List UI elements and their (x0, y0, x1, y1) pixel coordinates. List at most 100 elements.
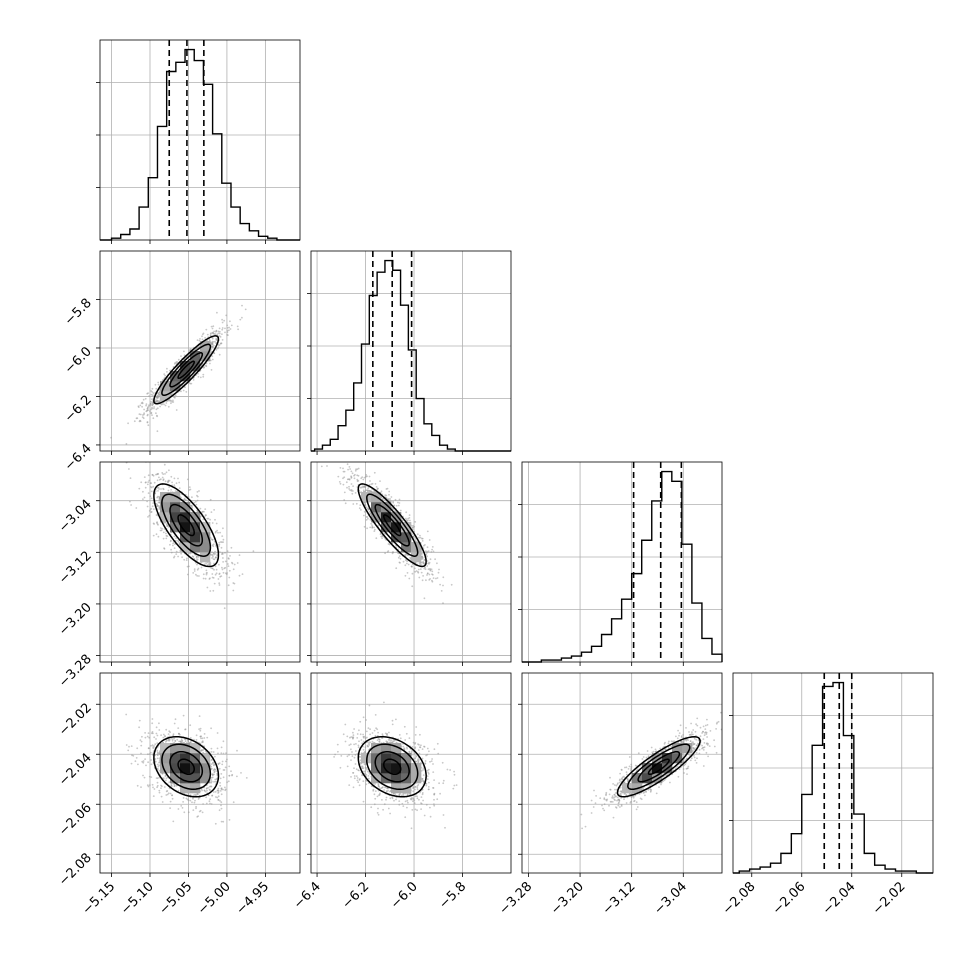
sample-point (147, 761, 150, 764)
sample-point (142, 417, 145, 420)
sample-point (147, 753, 149, 756)
sample-point (221, 339, 224, 341)
sample-point (433, 748, 436, 751)
sample-point (228, 329, 230, 332)
sample-point (180, 805, 183, 807)
contour-line (647, 758, 670, 775)
sample-point (625, 766, 628, 769)
sample-point (615, 807, 618, 809)
sample-point (190, 504, 193, 507)
panel-content (100, 673, 300, 873)
sample-point (155, 533, 158, 536)
sample-point (620, 797, 622, 799)
sample-point (350, 776, 352, 778)
sample-point (630, 795, 633, 798)
sample-point (377, 783, 380, 786)
y-tick-label: −2.08 (56, 850, 95, 889)
sample-point (709, 730, 712, 732)
sample-point (418, 752, 421, 755)
sample-point (352, 737, 354, 739)
sample-point (222, 788, 224, 791)
sample-point (152, 795, 155, 797)
sample-point (208, 564, 211, 566)
sample-point (156, 753, 159, 756)
sample-point (167, 481, 169, 484)
sample-point (155, 397, 158, 399)
density-cell (160, 763, 171, 774)
sample-point (138, 487, 141, 490)
sample-point (170, 475, 173, 478)
sample-point (236, 775, 238, 778)
sample-point (353, 767, 355, 770)
sample-point (407, 519, 409, 522)
sample-point (605, 793, 607, 795)
sample-point (151, 407, 154, 410)
sample-point (432, 550, 435, 553)
sample-point (349, 489, 352, 492)
sample-point (429, 760, 431, 763)
sample-point (645, 790, 647, 793)
sample-point (202, 373, 205, 376)
sample-point (410, 750, 413, 753)
sample-point (408, 514, 411, 516)
sample-point (352, 731, 354, 734)
sample-point (338, 458, 340, 460)
sample-point (222, 571, 225, 574)
sample-point (154, 383, 157, 386)
sample-point (150, 776, 153, 778)
sample-point (420, 571, 423, 574)
sample-point (453, 773, 456, 776)
sample-point (611, 801, 614, 803)
sample-point (628, 756, 631, 758)
sample-point (228, 774, 231, 777)
sample-point (381, 786, 384, 789)
sample-point (232, 568, 235, 571)
sample-point (179, 740, 182, 743)
sample-point (156, 407, 159, 410)
density-cell (190, 773, 201, 784)
sample-point (351, 492, 354, 495)
sample-point (163, 777, 165, 780)
sample-point (218, 563, 220, 566)
sample-point (725, 727, 727, 729)
sample-point (424, 544, 426, 546)
sample-point (166, 790, 169, 792)
sample-point (213, 330, 216, 333)
sample-point (366, 527, 368, 530)
sample-point (221, 328, 224, 331)
sample-point (216, 333, 219, 336)
sample-point (162, 473, 165, 475)
sample-point (366, 736, 368, 739)
sample-point (226, 781, 229, 784)
sample-point (398, 555, 401, 557)
sample-point (706, 724, 709, 726)
sample-point (214, 556, 217, 559)
sample-point (236, 325, 239, 328)
sample-point (153, 406, 156, 408)
sample-point (155, 400, 157, 403)
sample-point (320, 465, 323, 468)
sample-point (433, 793, 436, 796)
sample-point (399, 509, 402, 512)
sample-point (407, 801, 409, 804)
sample-point (623, 775, 625, 778)
sample-point (411, 585, 414, 588)
density-cell (391, 773, 402, 784)
sample-point (416, 786, 419, 789)
sample-point (206, 736, 209, 739)
sample-point (355, 775, 358, 777)
sample-point (140, 481, 143, 484)
sample-point (227, 563, 229, 565)
sample-point (393, 799, 395, 802)
sample-point (196, 575, 199, 577)
sample-point (376, 812, 379, 814)
sample-point (205, 796, 208, 799)
panel-content (311, 458, 511, 662)
sample-point (166, 371, 168, 373)
sample-point (180, 552, 183, 555)
sample-point (140, 740, 143, 743)
sample-point (385, 791, 388, 793)
sample-point (693, 737, 696, 740)
sample-point (368, 484, 371, 486)
sample-point (170, 548, 173, 551)
